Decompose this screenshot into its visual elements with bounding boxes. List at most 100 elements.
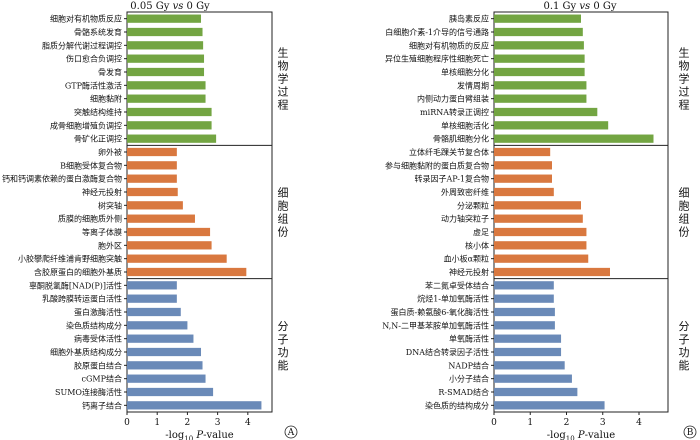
category-label: 蛋白质-赖氨酸6-氧化酶活性	[391, 307, 490, 317]
category-label: 核小体	[465, 240, 489, 250]
bar	[127, 174, 177, 183]
group-label: 生物学过程	[679, 46, 690, 112]
group-1: 立体纤毛踝关节复合体参与细胞黏附的蛋白质复合物转录因子AP-1复合物外周致密纤维…	[385, 144, 690, 277]
bar	[127, 361, 203, 370]
x-axis-label: -log10 P-value	[547, 430, 615, 440]
bar	[127, 81, 206, 90]
bar	[127, 321, 188, 330]
x-tick-label: 3	[215, 418, 221, 428]
x-tick-label: 2	[564, 418, 570, 428]
bar	[494, 401, 605, 410]
category-label: 细胞黏附	[90, 94, 122, 104]
svg-text:A: A	[287, 428, 295, 438]
category-label: 外周致密纤维	[441, 187, 489, 197]
bar	[494, 94, 587, 103]
category-label: 苯二氮卓受体结合	[425, 280, 489, 290]
category-label: 分泌颗粒	[457, 200, 489, 210]
bar	[494, 307, 555, 317]
bar	[127, 254, 227, 263]
category-label: 转录因子AP-1复合物	[414, 174, 489, 184]
bar	[494, 374, 572, 383]
category-label: 虚足	[473, 227, 489, 237]
x-tick-label: 4	[636, 418, 642, 428]
category-label: 细胞对有机物质的反应	[409, 40, 489, 50]
bar	[494, 134, 654, 143]
category-label: 染色质的结构成分	[425, 400, 489, 410]
bar	[127, 134, 217, 143]
bar	[494, 174, 552, 183]
x-tick-label: 2	[185, 418, 191, 428]
bar	[494, 361, 565, 370]
bar	[127, 161, 177, 170]
category-label: 神经元投射	[449, 267, 489, 277]
bar	[127, 54, 205, 63]
bar	[494, 41, 584, 50]
category-label: 神经元投射	[82, 187, 122, 197]
category-label: 脂质分解代谢过程调控	[42, 40, 122, 50]
category-label: 参与细胞黏附的蛋白质复合物	[385, 160, 489, 170]
bar	[494, 161, 552, 170]
category-label: 胰岛素反应	[449, 14, 489, 24]
category-label: 血小板α颗粒	[444, 254, 489, 264]
group-1: 卵外被 B细胞受体复合物钙和钙调素依赖的蛋白激酶复合物神经元投射树突轴质膜的细胞质…	[2, 144, 289, 277]
chart-panel-b: 0.1 Gy vs 0 Gy 胰岛素反应白细胞介素-1介导的信号通路细胞对有机物质…	[382, 1, 697, 440]
category-label: 烷烃1-单加氧酶活性	[417, 294, 489, 304]
bar	[494, 334, 562, 343]
category-label: 动力轴突粒子	[441, 214, 489, 224]
group-label: 细胞组份	[278, 187, 289, 239]
category-label: GTP酶活性激活	[65, 80, 122, 90]
category-label: SUMO连接酶活性	[55, 387, 122, 397]
group-label: 细胞组份	[679, 187, 690, 239]
plot-frame	[493, 11, 669, 413]
group-label: 分子功能	[679, 320, 690, 372]
group-0: 胰岛素反应白细胞介素-1介导的信号通路细胞对有机物质的反应异位生殖细胞程序性细胞…	[385, 14, 690, 144]
bar	[127, 227, 211, 237]
category-label: 钙和钙调素依赖的蛋白激酶复合物	[2, 174, 122, 184]
category-label: N,N-二甲基苯胺单加氧酶活性	[382, 320, 489, 330]
bar	[494, 387, 578, 397]
category-label: 细胞外基质结构成分	[50, 347, 122, 357]
bar	[127, 107, 212, 117]
x-tick-label: 0	[491, 418, 497, 428]
bar	[127, 214, 195, 223]
bar	[127, 401, 262, 410]
category-label: 钙离子结合	[82, 400, 122, 410]
category-label: 成骨细胞增殖负调控	[50, 120, 122, 130]
category-label: DNA结合转录因子活性	[406, 347, 489, 357]
plot-frame	[126, 11, 273, 413]
bar	[494, 294, 554, 303]
x-axis-label: -log10 P-value	[165, 430, 233, 440]
bar	[127, 347, 202, 357]
bar	[494, 187, 554, 197]
category-label: 乳酸跨膜转运蛋白活性	[42, 294, 122, 304]
bar	[127, 241, 212, 250]
x-tick-label: 3	[600, 418, 606, 428]
category-label: 蛋白激酶活性	[74, 307, 122, 317]
bar	[127, 67, 205, 77]
bar	[494, 121, 609, 130]
category-label: 小胶攀爬纤维浦肯野细胞突触	[18, 254, 122, 264]
category-label: 单核细胞活化	[441, 120, 489, 130]
bar	[494, 241, 587, 250]
bar	[494, 347, 562, 357]
category-label: miRNA转录正调控	[420, 107, 489, 117]
category-label: 树突轴	[98, 200, 122, 210]
category-label: cGMP结合	[82, 374, 122, 384]
chart-panel-a: 0.05 Gy vs 0 Gy 细胞对有机物质反应骨骼系统发育脂质分解代谢过程调控…	[2, 1, 298, 440]
x-tick-label: 1	[154, 418, 160, 428]
category-label: 白细胞介素-1介导的信号通路	[385, 27, 489, 37]
bar	[494, 107, 598, 117]
bar	[127, 187, 178, 197]
category-label: 突触结构维持	[74, 107, 122, 117]
bar	[127, 307, 181, 317]
category-label: 胞外区	[98, 240, 122, 250]
category-label: 骨骼系统发育	[74, 27, 122, 37]
category-label: 单氧酶活性	[449, 334, 489, 344]
bar	[127, 147, 177, 157]
bar	[494, 147, 551, 157]
bar	[127, 121, 212, 130]
category-label: 伤口愈合负调控	[66, 54, 122, 64]
bar	[494, 281, 554, 290]
